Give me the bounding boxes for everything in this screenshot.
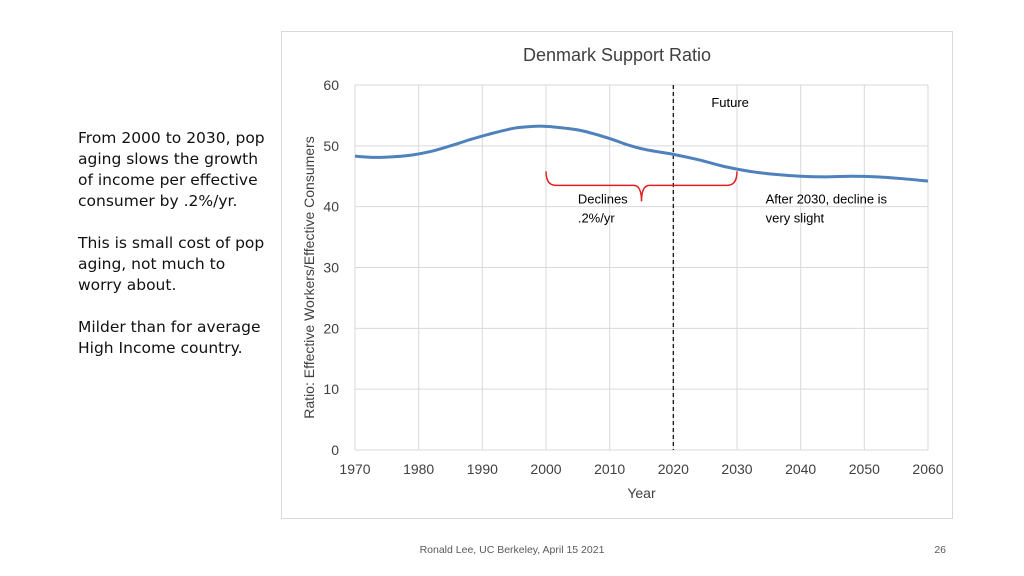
x-axis-label: Year	[627, 485, 656, 501]
x-tick-label: 2020	[658, 461, 689, 477]
x-tick-label: 2000	[530, 461, 561, 477]
series-line	[354, 124, 929, 183]
x-tick-label: 1980	[403, 461, 434, 477]
future-label: Future	[711, 95, 749, 110]
annotation-2-line-2: very slight	[766, 211, 825, 226]
slide-text: From 2000 to 2030, pop aging slows the g…	[78, 128, 268, 380]
x-tick-label: 1990	[467, 461, 498, 477]
x-tick-label: 2010	[594, 461, 625, 477]
y-tick-label: 50	[323, 138, 339, 154]
paragraph-1: From 2000 to 2030, pop aging slows the g…	[78, 129, 265, 210]
y-axis-label: Ratio: Effective Workers/Effective Consu…	[301, 136, 317, 418]
annotation-1-line-2: .2%/yr	[578, 211, 616, 226]
y-tick-label: 30	[323, 260, 339, 276]
annotation-1-line-1: Declines	[578, 192, 628, 207]
y-tick-label: 10	[323, 381, 339, 397]
x-tick-label: 2030	[721, 461, 752, 477]
paragraph-3: Milder than for average High Income coun…	[78, 318, 261, 357]
paragraph-2: This is small cost of pop aging, not muc…	[78, 234, 265, 294]
footer-credit: Ronald Lee, UC Berkeley, April 15 2021	[419, 544, 605, 556]
annotation-2-line-1: After 2030, decline is	[766, 192, 888, 207]
decline-bracket	[545, 171, 738, 202]
y-tick-label: 40	[323, 199, 339, 215]
chart-frame: 0 10 20 30 40 50 60 1970 1980 1990 2000 2010 2020 203…	[281, 31, 953, 519]
x-tick-label: 2040	[785, 461, 816, 477]
page-number: 26	[934, 544, 946, 556]
y-tick-label: 60	[323, 77, 339, 93]
y-tick-label: 20	[323, 320, 339, 336]
x-tick-label: 1970	[339, 461, 370, 477]
x-tick-label: 2060	[912, 461, 943, 477]
chart-title: Denmark Support Ratio	[523, 45, 711, 65]
y-tick-label: 0	[331, 442, 339, 458]
x-tick-label: 2050	[849, 461, 880, 477]
